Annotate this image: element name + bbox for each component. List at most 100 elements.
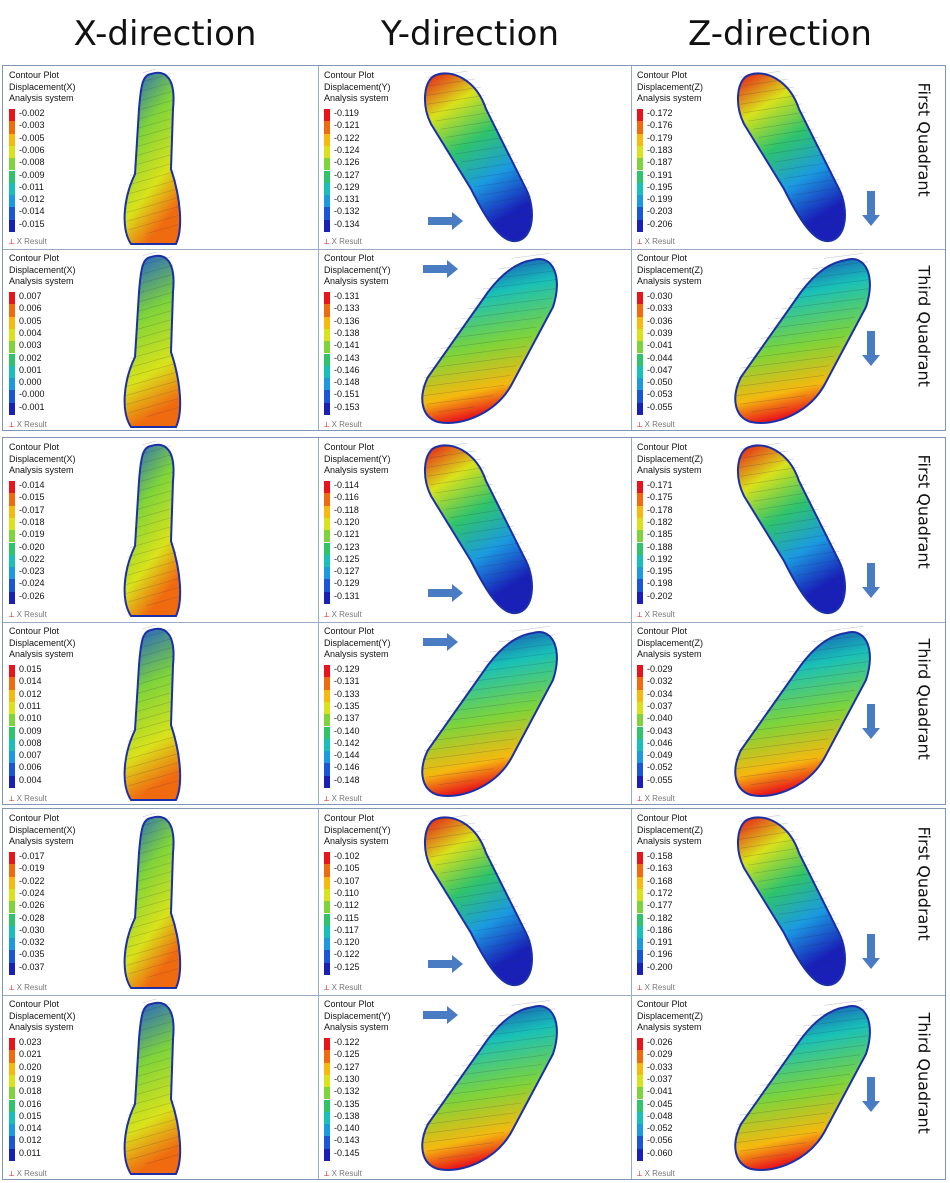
scale-value: -0.019: [19, 529, 45, 540]
tooth-mesh: [121, 999, 191, 1171]
tooth-model: [729, 69, 859, 242]
scale-swatch: [324, 677, 330, 690]
tooth-surface: [421, 257, 558, 424]
scale-value: -0.002: [19, 108, 45, 118]
scale-swatch: [637, 365, 643, 379]
contour-plot-cell: Contour Plot Displacement(X) Analysis syst…: [3, 438, 318, 622]
scale-swatch: [324, 876, 330, 889]
scale-swatch: [637, 195, 643, 208]
tooth-surface: [421, 1005, 558, 1171]
result-label: Result: [24, 794, 47, 803]
scale-value: -0.125: [334, 1049, 360, 1060]
scale-value: -0.125: [334, 553, 360, 564]
scale-value: -0.127: [334, 1061, 360, 1072]
legend-title: Contour Plot: [324, 813, 375, 823]
scale-value: -0.000: [19, 389, 45, 400]
result-axis-label: ⟂ X Result: [9, 237, 47, 246]
scale-swatch: [324, 1038, 330, 1051]
scale-value: -0.017: [19, 851, 45, 861]
scale-value: -0.172: [647, 108, 673, 118]
scale-swatch: [9, 517, 15, 531]
legend-title: Contour Plot: [9, 253, 60, 263]
scale-swatch: [324, 195, 330, 208]
scale-value: 0.001: [19, 364, 42, 375]
contour-plot-cell: Contour Plot Displacement(Z) Analysis syst…: [631, 66, 889, 249]
scale-value: -0.138: [334, 1110, 360, 1121]
scale-swatch: [9, 109, 15, 122]
scale-value: -0.022: [19, 553, 45, 564]
scale-swatch: [324, 864, 330, 877]
scale-swatch: [9, 579, 15, 592]
tooth-surface: [737, 444, 846, 615]
scale-value: -0.107: [334, 875, 360, 886]
scale-value: -0.206: [647, 218, 673, 229]
scale-value: -0.168: [647, 875, 673, 886]
scale-value: -0.040: [647, 713, 673, 724]
legend-header: Contour Plot Displacement(Z) Analysis syst…: [637, 253, 703, 288]
legend-header: Contour Plot Displacement(Y) Analysis syst…: [324, 813, 391, 848]
scale-swatch: [9, 726, 15, 739]
z-direction-arrow: [862, 934, 880, 969]
result-label: Result: [339, 794, 362, 803]
scale-value: -0.035: [19, 949, 45, 960]
scale-swatch: [637, 378, 643, 391]
contour-plot-cell: Contour Plot Displacement(Y) Analysis syst…: [318, 622, 631, 806]
header-y: Y-direction: [380, 14, 559, 54]
scale-value: -0.148: [334, 774, 360, 785]
scale-value: -0.015: [19, 218, 45, 229]
scale-value: -0.005: [19, 132, 45, 143]
scale-value: -0.047: [647, 364, 673, 375]
result-label: Result: [652, 610, 675, 619]
scale-swatch: [637, 1124, 643, 1137]
scale-value: -0.037: [647, 700, 673, 711]
scale-swatch: [637, 925, 643, 939]
column-divider: [318, 66, 319, 430]
scale-value: -0.003: [19, 120, 45, 131]
scale-swatch: [9, 701, 15, 715]
scale-swatch: [637, 1099, 643, 1112]
scale-swatch: [637, 341, 643, 354]
scale-value: -0.120: [334, 516, 360, 527]
scale-swatch: [324, 591, 330, 604]
scale-swatch: [324, 378, 330, 391]
scale-value: -0.008: [19, 157, 45, 168]
scale-swatch: [9, 402, 15, 415]
scale-value: -0.175: [647, 492, 673, 503]
scale-value: -0.034: [647, 688, 673, 699]
scale-swatch: [637, 390, 643, 403]
scale-swatch: [9, 505, 15, 518]
legend-header: Contour Plot Displacement(X) Analysis syst…: [9, 813, 76, 848]
legend-header: Contour Plot Displacement(X) Analysis syst…: [9, 70, 76, 105]
legend-header: Contour Plot Displacement(Y) Analysis syst…: [324, 70, 391, 105]
scale-value: -0.125: [334, 961, 360, 972]
scale-value: -0.187: [647, 157, 673, 168]
contour-plot-cell: Contour Plot Displacement(Y) Analysis syst…: [318, 809, 631, 995]
scale-swatch: [637, 901, 643, 914]
scale-swatch: [9, 864, 15, 877]
scale-value: -0.009: [19, 169, 45, 180]
scale-value: -0.132: [334, 1086, 360, 1097]
scale-value: -0.114: [334, 480, 359, 490]
scale-value: -0.182: [647, 516, 673, 527]
y-direction-arrow: [428, 584, 463, 602]
scale-swatch: [324, 402, 330, 415]
scale-value: -0.179: [647, 132, 673, 143]
scale-swatch: [637, 726, 643, 739]
scale-value: 0.015: [19, 1110, 42, 1121]
scale-swatch: [637, 316, 643, 329]
tooth-model: [729, 813, 859, 987]
tooth-mesh: [121, 252, 191, 424]
contour-plot-cell: Contour Plot Displacement(Z) Analysis syst…: [631, 809, 889, 995]
scale-value: 0.014: [19, 1123, 42, 1134]
scale-value: -0.029: [647, 1049, 673, 1060]
scale-value: 0.006: [19, 303, 42, 314]
tooth-model: [121, 441, 191, 617]
tooth-model: [121, 625, 191, 801]
scale-value: -0.195: [647, 566, 673, 577]
scale-swatch: [9, 567, 15, 580]
scale-swatch: [324, 353, 330, 366]
legend-title: Contour Plot: [637, 813, 688, 823]
tooth-surface: [424, 444, 533, 615]
scale-swatch: [9, 170, 15, 183]
scale-value: 0.009: [19, 725, 42, 736]
